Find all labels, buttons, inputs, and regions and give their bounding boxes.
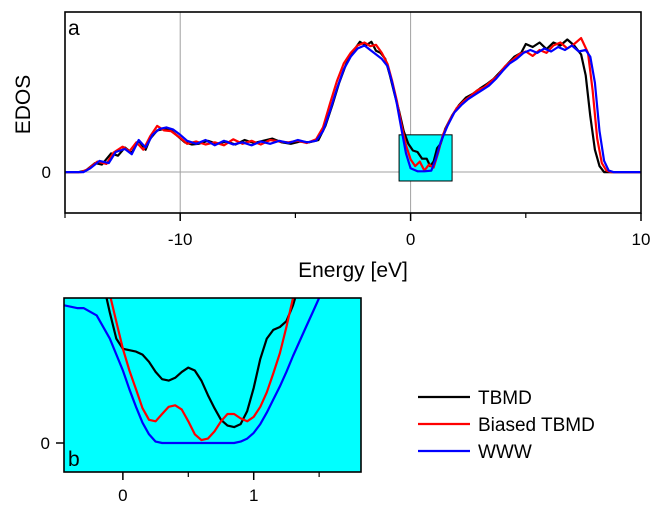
- y-tick-label: 0: [42, 163, 51, 182]
- x-tick-label: 0: [406, 230, 415, 249]
- legend-label-1: Biased TBMD: [478, 415, 595, 436]
- x-tick-label: 0: [118, 486, 127, 505]
- panel-a-ticks: -10 0 10 0: [42, 163, 651, 249]
- panel-b-label: b: [68, 448, 80, 471]
- panel-a-frame: [64, 11, 642, 214]
- panel-b-frame: [63, 297, 362, 473]
- panel-a-series-1: [65, 37, 641, 174]
- legend-label-0: TBMD: [478, 388, 532, 409]
- x-tick-label: 10: [632, 230, 651, 249]
- panel-b-series-2: [64, 298, 321, 445]
- panel-a-label: a: [68, 17, 80, 40]
- panel-a-series-group: [65, 37, 641, 174]
- y-tick-label: 0: [41, 434, 50, 453]
- legend-label-2: WWW: [478, 442, 532, 463]
- legend: TBMD Biased TBMD WWW: [418, 388, 595, 463]
- x-tick-label: 1: [249, 486, 258, 505]
- panel-b-series-1: [109, 298, 295, 442]
- panel-b: 0 1 0 b: [41, 297, 362, 505]
- panel-b-ticks: 0 1 0: [41, 434, 320, 505]
- x-tick-label: -10: [168, 230, 193, 249]
- panel-a-y-axis-title: EDOS: [12, 75, 35, 135]
- panel-a-x-axis-title: Energy [eV]: [298, 259, 408, 282]
- panel-b-series-0: [105, 298, 297, 429]
- panel-b-series-group: [64, 298, 321, 445]
- panel-b-background: [64, 298, 361, 472]
- panel-a: -10 0 10 0 a Energy [eV] EDOS: [12, 11, 651, 282]
- panel-a-series-2: [65, 44, 641, 174]
- panel-a-series-0: [65, 38, 641, 174]
